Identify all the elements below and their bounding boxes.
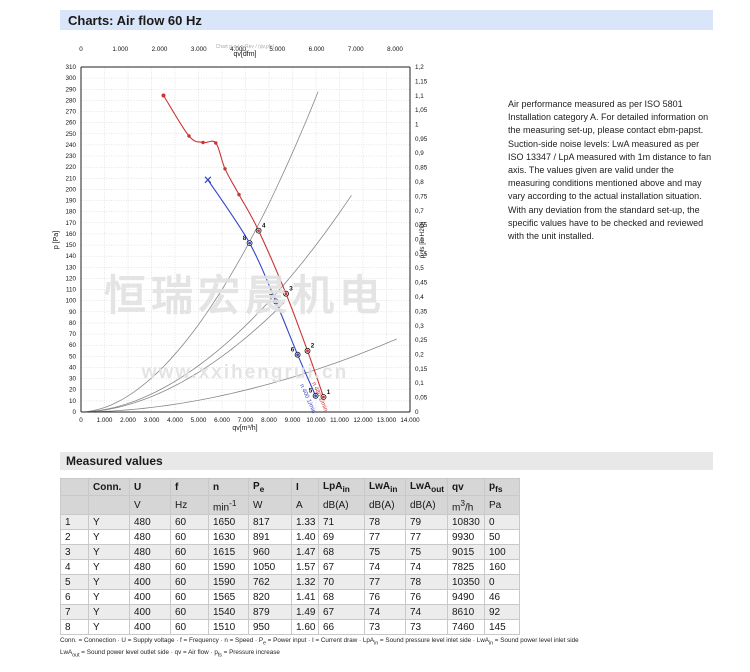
svg-text:270: 270 (65, 109, 76, 116)
svg-text:1,05: 1,05 (415, 107, 428, 114)
svg-text:60: 60 (69, 342, 77, 349)
svg-text:0,7: 0,7 (415, 208, 424, 215)
svg-text:170: 170 (65, 220, 76, 227)
svg-text:1: 1 (415, 122, 419, 129)
svg-text:www.xxihengrui.cn: www.xxihengrui.cn (141, 362, 348, 383)
svg-text:11.000: 11.000 (330, 417, 349, 424)
svg-text:0: 0 (72, 409, 76, 416)
svg-text:p [Pa]: p [Pa] (53, 231, 60, 249)
svg-text:p_fs [in H2O]: p_fs [in H2O] (419, 221, 426, 258)
svg-text:6.000: 6.000 (214, 417, 230, 424)
svg-text:0,9: 0,9 (415, 150, 424, 157)
svg-text:8.000: 8.000 (261, 417, 277, 424)
svg-text:110: 110 (66, 287, 77, 294)
svg-text:1.000: 1.000 (97, 417, 113, 424)
svg-text:0,95: 0,95 (415, 136, 428, 143)
svg-text:恒瑞宏晨机电: 恒瑞宏晨机电 (104, 272, 386, 319)
svg-text:230: 230 (65, 153, 76, 160)
svg-text:0,05: 0,05 (415, 395, 428, 402)
svg-text:9.000: 9.000 (285, 417, 301, 424)
svg-text:280: 280 (65, 97, 76, 104)
svg-text:1.000: 1.000 (112, 46, 128, 53)
svg-text:0: 0 (415, 409, 419, 416)
svg-text:2.000: 2.000 (120, 417, 136, 424)
svg-text:190: 190 (65, 198, 76, 205)
svg-text:210: 210 (65, 175, 76, 182)
svg-text:0,35: 0,35 (415, 308, 428, 315)
svg-text:200: 200 (65, 186, 76, 193)
svg-text:6.000: 6.000 (309, 46, 325, 53)
svg-text:300: 300 (65, 75, 76, 82)
svg-text:180: 180 (65, 209, 76, 216)
svg-text:0,1: 0,1 (415, 380, 424, 387)
svg-text:0,25: 0,25 (415, 337, 428, 344)
svg-text:qv[dfm]: qv[dfm] (234, 51, 257, 58)
svg-text:0,4: 0,4 (415, 294, 424, 301)
svg-text:1,1: 1,1 (415, 93, 424, 100)
svg-text:0,85: 0,85 (415, 165, 428, 172)
svg-text:220: 220 (65, 164, 76, 171)
svg-text:4: 4 (262, 223, 266, 230)
svg-text:1,15: 1,15 (415, 78, 428, 85)
svg-text:130: 130 (65, 264, 76, 271)
svg-text:0,3: 0,3 (415, 323, 424, 330)
svg-text:290: 290 (65, 86, 76, 93)
svg-text:0,8: 0,8 (415, 179, 424, 186)
svg-text:13.000: 13.000 (377, 417, 397, 424)
svg-text:1: 1 (327, 389, 331, 396)
svg-text:0,45: 0,45 (415, 280, 428, 287)
svg-text:250: 250 (65, 131, 76, 138)
svg-text:6: 6 (291, 347, 295, 354)
svg-text:4.000: 4.000 (167, 417, 183, 424)
svg-text:0,2: 0,2 (415, 352, 424, 359)
svg-text:0,75: 0,75 (415, 193, 428, 200)
svg-text:qv[m³/h]: qv[m³/h] (232, 425, 257, 432)
svg-text:40: 40 (69, 365, 77, 372)
svg-text:310: 310 (65, 64, 76, 71)
svg-text:160: 160 (65, 231, 76, 238)
svg-text:8: 8 (243, 235, 247, 242)
svg-text:30: 30 (69, 376, 77, 383)
svg-text:70: 70 (69, 331, 77, 338)
svg-text:1,2: 1,2 (415, 64, 424, 71)
svg-text:8.000: 8.000 (387, 46, 403, 53)
svg-text:0: 0 (79, 46, 83, 53)
svg-text:7.000: 7.000 (238, 417, 254, 424)
svg-text:150: 150 (65, 242, 76, 249)
svg-text:12.000: 12.000 (353, 417, 373, 424)
svg-text:240: 240 (65, 142, 76, 149)
svg-text:14.000: 14.000 (400, 417, 420, 424)
svg-text:50: 50 (69, 353, 77, 360)
svg-text:140: 140 (65, 253, 76, 260)
svg-text:0,15: 0,15 (415, 366, 428, 373)
svg-text:Chart p-q / n-Rev / (qv,pfs): Chart p-q / n-Rev / (qv,pfs) (216, 44, 275, 50)
svg-text:0,5: 0,5 (415, 265, 424, 272)
svg-text:3.000: 3.000 (191, 46, 207, 53)
svg-text:3.000: 3.000 (144, 417, 160, 424)
svg-text:260: 260 (65, 120, 76, 127)
svg-text:80: 80 (69, 320, 77, 327)
svg-text:10.000: 10.000 (306, 417, 326, 424)
svg-text:90: 90 (69, 309, 77, 316)
svg-text:120: 120 (65, 276, 76, 283)
svg-text:10: 10 (69, 398, 77, 405)
svg-text:2: 2 (311, 343, 315, 350)
svg-text:0: 0 (79, 417, 83, 424)
svg-text:100: 100 (65, 298, 76, 305)
svg-text:20: 20 (69, 387, 77, 394)
svg-text:5.000: 5.000 (191, 417, 207, 424)
svg-text:5: 5 (309, 388, 313, 395)
svg-text:2.000: 2.000 (152, 46, 168, 53)
svg-text:7.000: 7.000 (348, 46, 364, 53)
